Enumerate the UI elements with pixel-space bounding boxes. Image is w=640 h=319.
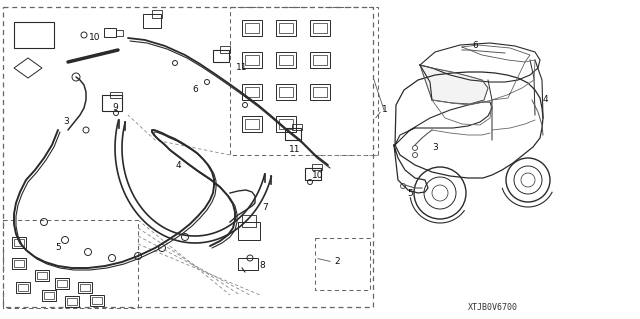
Bar — [12, 237, 26, 248]
Text: 3: 3 — [432, 144, 438, 152]
Bar — [37, 272, 47, 279]
Bar — [310, 84, 330, 100]
Text: 4: 4 — [542, 95, 548, 105]
Text: 10: 10 — [312, 170, 324, 180]
Bar — [42, 290, 56, 301]
Bar — [55, 278, 69, 289]
Text: 1: 1 — [382, 106, 388, 115]
Bar — [279, 119, 293, 129]
Bar — [3, 220, 138, 308]
Bar — [313, 87, 327, 97]
Bar — [143, 14, 161, 28]
Bar — [245, 23, 259, 33]
Bar — [35, 270, 49, 281]
Bar — [102, 95, 122, 111]
Bar — [92, 297, 102, 304]
Bar — [220, 46, 230, 53]
Bar — [242, 84, 262, 100]
Bar — [245, 55, 259, 65]
Bar — [315, 238, 370, 290]
Bar — [279, 87, 293, 97]
Text: 11: 11 — [289, 145, 301, 154]
Bar — [292, 124, 302, 130]
Bar — [279, 23, 293, 33]
Bar — [80, 284, 90, 291]
Bar — [310, 52, 330, 68]
Bar — [276, 20, 296, 36]
Text: 2: 2 — [334, 257, 340, 266]
Bar — [245, 87, 259, 97]
Bar — [110, 92, 122, 98]
Text: 11: 11 — [236, 63, 248, 72]
Bar — [305, 168, 321, 180]
Bar — [18, 284, 28, 291]
Text: 7: 7 — [262, 204, 268, 212]
Bar — [230, 7, 378, 155]
Text: 10: 10 — [89, 33, 100, 42]
Bar — [238, 222, 260, 240]
Bar — [44, 292, 54, 299]
Bar — [14, 22, 54, 48]
Text: 8: 8 — [259, 261, 265, 270]
Text: 4: 4 — [175, 160, 181, 169]
Bar — [65, 296, 79, 307]
Bar — [279, 55, 293, 65]
Bar — [3, 7, 373, 307]
Bar — [242, 20, 262, 36]
Bar — [78, 282, 92, 293]
Bar — [242, 215, 256, 227]
Polygon shape — [420, 65, 488, 104]
Bar — [285, 128, 301, 140]
Bar — [12, 258, 26, 269]
Bar — [276, 116, 296, 132]
Bar — [57, 280, 67, 287]
Text: 6: 6 — [192, 85, 198, 94]
Bar — [213, 50, 229, 62]
Bar — [14, 260, 24, 267]
Bar — [242, 52, 262, 68]
Bar — [104, 28, 116, 37]
Text: 6: 6 — [472, 41, 478, 49]
Bar — [238, 258, 258, 270]
Bar — [116, 30, 123, 36]
Bar — [16, 282, 30, 293]
Bar — [67, 298, 77, 305]
Bar — [312, 164, 322, 170]
Text: XTJB0V6700: XTJB0V6700 — [468, 303, 518, 313]
Bar — [313, 55, 327, 65]
Bar — [313, 23, 327, 33]
Bar — [310, 20, 330, 36]
Bar — [152, 10, 162, 18]
Bar — [245, 119, 259, 129]
Text: 9: 9 — [112, 103, 118, 113]
Bar — [276, 52, 296, 68]
Text: 5: 5 — [55, 243, 61, 253]
Bar — [14, 239, 24, 246]
Text: 5: 5 — [407, 189, 413, 197]
Bar — [276, 84, 296, 100]
Text: 3: 3 — [63, 117, 69, 127]
Bar — [242, 116, 262, 132]
Bar — [90, 295, 104, 306]
